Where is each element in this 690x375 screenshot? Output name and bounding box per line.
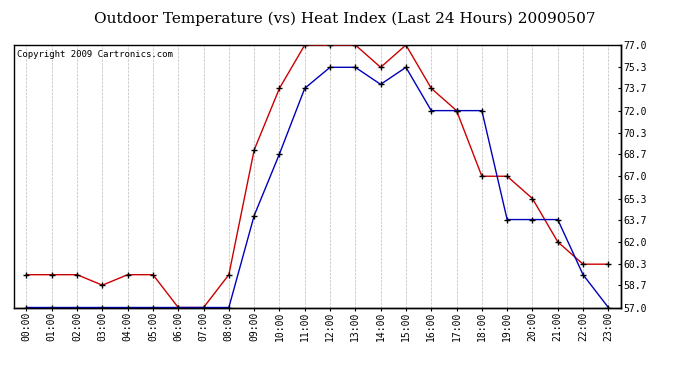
Text: Outdoor Temperature (vs) Heat Index (Last 24 Hours) 20090507: Outdoor Temperature (vs) Heat Index (Las… [95, 11, 595, 26]
Text: Copyright 2009 Cartronics.com: Copyright 2009 Cartronics.com [17, 50, 172, 59]
